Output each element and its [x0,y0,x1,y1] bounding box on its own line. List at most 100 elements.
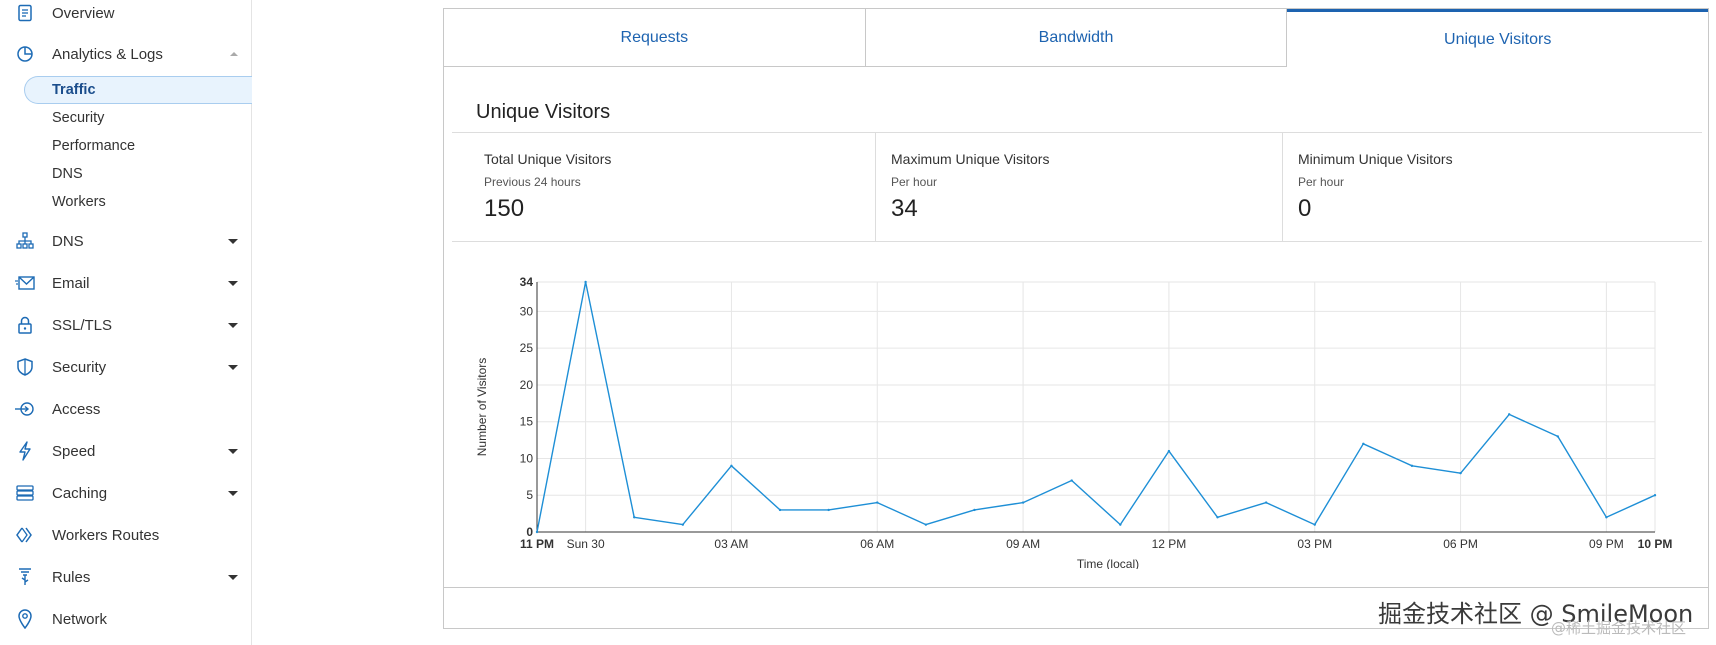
sidebar-item-label: Email [52,274,90,292]
x-tick-label: 03 AM [714,537,748,551]
x-tick-label: 10 PM [1638,537,1673,551]
sidebar-item-label: Analytics & Logs [52,45,163,63]
y-tick-label: 30 [520,304,534,318]
y-tick-label: 34 [520,275,534,289]
sidebar-item-email[interactable]: Email [0,265,252,301]
data-point [1507,413,1511,416]
data-point [1362,442,1365,445]
line-chart: 0 5 10 15 20 25 30 34 11 PM Sun 30 03 AM 06 AM 09 AM… [475,275,1673,571]
sidebar-item-ssl-tls[interactable]: SSL/TLS [0,307,252,343]
analytics-card: Requests Bandwidth Unique Visitors Uniqu… [443,8,1709,629]
stat-minimum: Minimum Unique Visitors Per hour 0 [1283,133,1702,241]
x-tick-label: 06 AM [860,537,894,551]
data-point [1410,464,1414,468]
stat-label: Maximum Unique Visitors [891,151,1050,167]
data-point [584,280,587,284]
x-axis-title: Time (local) [1077,557,1139,569]
section-title: Unique Visitors [476,101,611,123]
chevron-down-icon [228,280,238,286]
data-point [1070,479,1073,482]
sidebar-item-label: DNS [52,232,84,250]
stat-value: 0 [1298,195,1312,222]
chevron-down-icon [228,490,238,496]
sidebar-subitem-security[interactable]: Security [24,104,252,132]
stats-row: Total Unique Visitors Previous 24 hours … [452,132,1702,242]
data-point [1605,516,1608,519]
access-icon [15,399,35,419]
data-point [730,464,733,468]
sidebar-item-dns[interactable]: DNS [0,223,252,259]
sidebar-item-label: Workers Routes [52,526,160,544]
sidebar-item-overview[interactable]: Overview [0,0,252,31]
sidebar-item-label: Network [52,610,108,628]
x-tick-label: 09 AM [1006,537,1040,551]
chevron-down-icon [228,364,238,370]
data-point [1119,523,1122,526]
sidebar-subitem-label: Performance [52,138,136,154]
y-tick-label: 0 [526,525,533,539]
stat-label: Minimum Unique Visitors [1298,151,1453,167]
chevron-up-icon [230,52,238,56]
data-point [973,508,976,512]
document-icon [15,3,35,23]
sidebar-item-speed[interactable]: Speed [0,433,252,469]
lock-icon [15,315,35,335]
data-point [1313,523,1316,526]
sidebar-item-rules[interactable]: Rules [0,559,252,595]
sidebar-subitem-workers[interactable]: Workers [24,188,252,216]
lightning-icon [15,441,35,461]
sidebar-subitem-performance[interactable]: Performance [24,132,252,160]
data-point [1216,516,1219,519]
sidebar-item-security[interactable]: Security [0,349,252,385]
data-point [876,501,879,504]
stat-sublabel: Per hour [1298,175,1345,189]
sidebar-item-workers-routes[interactable]: Workers Routes [0,517,252,553]
sidebar-item-analytics[interactable]: Analytics & Logs [0,36,252,72]
data-point [633,516,636,519]
sidebar-item-caching[interactable]: Caching [0,475,252,511]
stat-sublabel: Previous 24 hours [484,175,581,189]
tab-bandwidth[interactable]: Bandwidth [865,9,1288,67]
y-tick-label: 25 [520,341,534,355]
tab-unique-visitors[interactable]: Unique Visitors [1287,9,1709,67]
series-line [536,281,1656,533]
sidebar-subitem-dns[interactable]: DNS [24,160,252,188]
pie-chart-icon [15,44,35,64]
stat-maximum: Maximum Unique Visitors Per hour 34 [876,133,1283,241]
chevron-down-icon [228,574,238,580]
sidebar: Overview Analytics & Logs Traffic Securi… [0,0,252,645]
server-stack-icon [15,483,35,503]
sidebar-subitem-traffic[interactable]: Traffic [24,76,252,104]
chevron-down-icon [228,322,238,328]
data-point [1167,449,1171,453]
location-pin-icon [15,609,35,629]
stat-value: 34 [891,195,918,222]
chevron-down-icon [228,448,238,454]
y-tick-label: 5 [526,488,533,502]
y-tick-label: 10 [520,451,534,465]
divider [444,587,1708,588]
sidebar-subitem-label: Traffic [52,82,96,98]
data-point [778,508,782,512]
data-point [924,523,928,526]
data-point [827,508,830,512]
network-tree-icon [15,231,35,251]
stat-sublabel: Per hour [891,175,938,189]
x-tick-label: 06 PM [1443,537,1478,551]
sidebar-item-label: Speed [52,442,96,460]
data-point [1653,494,1657,497]
sidebar-item-label: Security [52,358,107,376]
stat-label: Total Unique Visitors [484,151,612,167]
sidebar-item-access[interactable]: Access [0,391,252,427]
data-point [1556,435,1559,438]
y-axis-title: Number of Visitors [475,358,489,456]
stat-value: 150 [484,195,525,222]
sidebar-item-label: Caching [52,484,108,502]
sidebar-subitem-label: Workers [52,194,106,210]
x-tick-label: Sun 30 [567,537,605,551]
sidebar-subitem-label: Security [52,110,105,126]
workers-icon [15,525,35,545]
sidebar-item-label: Overview [52,4,115,22]
sidebar-item-network[interactable]: Network [0,601,252,637]
tab-requests[interactable]: Requests [444,9,866,67]
